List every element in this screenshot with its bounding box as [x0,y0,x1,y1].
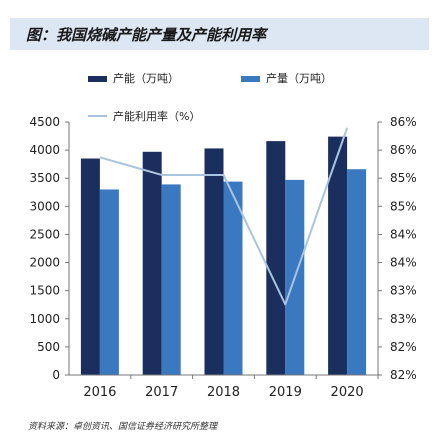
bar-capacity-2016 [80,158,100,375]
right-tick-label: 85% [390,171,417,185]
source-note: 资料来源：卓创资讯、国信证券经济研究所整理 [28,422,218,432]
bar-output-2016 [99,189,119,375]
legend-label-output: 产量（万吨） [266,71,332,85]
title-bar [10,18,429,50]
right-tick-label: 83% [390,312,417,326]
legend-swatch-output [241,76,260,82]
rate-line [99,127,349,306]
x-tick-label: 2018 [207,385,240,400]
left-tick-label: 3000 [29,199,60,213]
right-tick-label: 83% [390,284,417,298]
legend: 产能（万吨） 产量（万吨） 产能利用率（%） [88,71,332,123]
left-tick-label: 4000 [29,143,60,157]
x-tick-label: 2016 [83,385,116,400]
left-tick-label: 500 [37,340,60,354]
bar-capacity-2017 [142,151,162,375]
left-tick-label: 1500 [29,284,60,298]
bar-output-2018 [223,181,243,375]
bar-output-2017 [161,184,181,375]
figure-title: 图：我国烧碱产能产量及产能利用率 [26,26,267,44]
bar-capacity-2019 [266,141,286,375]
right-axis: 82% 82% 83% 83% 84% 84% 85% 85% 86% 86% [377,115,417,382]
bar-capacity-2018 [204,148,224,375]
legend-swatch-capacity [88,76,107,82]
legend-label-capacity: 产能（万吨） [113,71,179,85]
left-tick-label: 1000 [29,312,60,326]
x-tick-label: 2019 [269,385,302,400]
right-tick-label: 86% [390,143,417,157]
line [99,127,349,306]
left-tick-label: 2500 [29,227,60,241]
bar-output-2020 [347,169,367,375]
right-tick-label: 82% [390,368,417,382]
right-tick-label: 84% [390,227,417,241]
left-tick-label: 2000 [29,256,60,270]
right-tick-label: 84% [390,256,417,270]
bars [80,136,367,375]
left-tick-label: 4500 [29,115,60,129]
x-tick-label: 2020 [331,385,364,400]
right-tick-label: 86% [390,115,417,129]
right-tick-label: 82% [390,340,417,354]
left-tick-label: 0 [52,368,60,382]
bar-capacity-2020 [328,136,348,375]
legend-label-rate: 产能利用率（%） [113,109,200,123]
right-tick-label: 85% [390,199,417,213]
x-tick-label: 2017 [145,385,178,400]
left-tick-label: 3500 [29,171,60,185]
left-axis: 0 500 1000 1500 2000 2500 3000 3500 4000 4500 [29,115,70,382]
x-axis: 2016 2017 2018 2019 2020 [69,374,379,400]
